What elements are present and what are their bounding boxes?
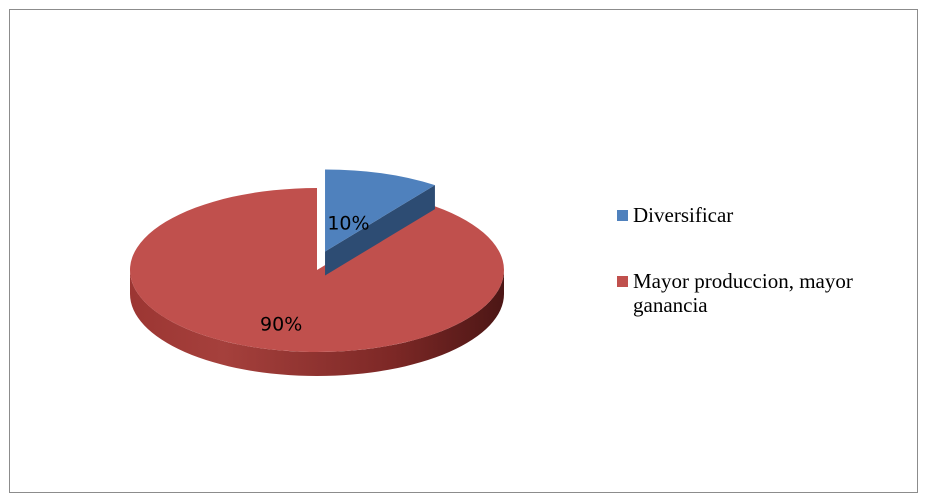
pie-slice-side-mayor [130,270,504,376]
legend-label-mayor-produccion: Mayor produccion, mayor ganancia [633,269,853,317]
legend: Diversificar Mayor produccion, mayor gan… [617,203,917,359]
pie-chart: 10% 90% [130,169,504,376]
data-label-mayor: 90% [260,313,302,335]
legend-item-diversificar: Diversificar [617,203,917,227]
pie-slice-diversificar [325,169,435,252]
pie-slice-mayor [130,188,504,352]
legend-item-mayor-produccion: Mayor produccion, mayor ganancia [617,269,917,317]
chart-area: 10% 90% Diversificar Mayor produccion, ma… [9,9,918,493]
legend-swatch-red [617,276,628,287]
legend-swatch-blue [617,210,628,221]
pie-slice-wall-diversificar-1 [325,185,435,276]
data-label-diversificar: 10% [327,213,369,235]
legend-label-diversificar: Diversificar [633,203,734,227]
